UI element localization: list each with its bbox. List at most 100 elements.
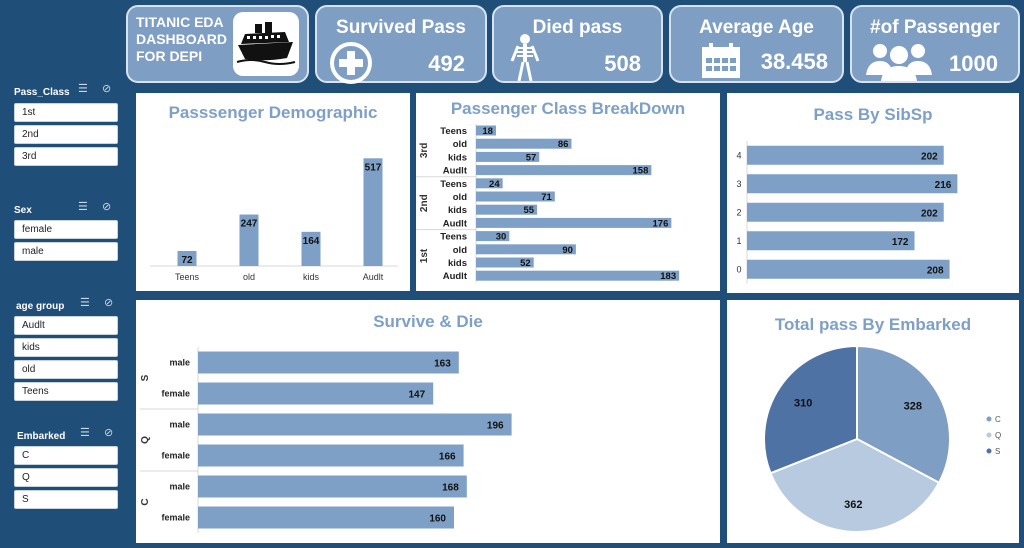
tick-label: female	[161, 513, 190, 523]
slicer-item[interactable]: S	[14, 490, 118, 509]
slicer-item[interactable]: old	[14, 360, 118, 379]
data-label: 176	[653, 218, 669, 229]
clear-filter-icon[interactable]: ⊘	[104, 427, 114, 439]
tick-label: Audlt	[363, 272, 384, 282]
slicer-item[interactable]: Teens	[14, 382, 118, 401]
calendar-icon	[701, 43, 741, 84]
bar	[476, 270, 680, 281]
data-label: 24	[489, 179, 500, 190]
slicer-item[interactable]: Audlt	[14, 316, 118, 335]
data-label: 362	[844, 499, 862, 511]
data-label: 158	[633, 166, 649, 177]
cruise-ship-icon	[233, 12, 299, 76]
slicer-item[interactable]: 2nd	[14, 125, 118, 144]
panel-embarked: Total pass By Embarked 328 362 310 C Q S	[727, 300, 1019, 543]
slicer-item[interactable]: 3rd	[14, 147, 118, 166]
data-label: 18	[482, 126, 493, 137]
data-label: 72	[181, 255, 193, 266]
kpi-value: 38.458	[760, 49, 828, 74]
legend-label: C	[995, 415, 1001, 424]
data-label: 90	[562, 245, 573, 256]
data-label: 163	[434, 359, 451, 370]
bar	[476, 231, 510, 242]
tick-label: 2	[736, 207, 741, 217]
clear-filter-icon[interactable]: ⊘	[102, 83, 112, 95]
tick-label: Teens	[175, 272, 200, 282]
demographic-bar-chart: 72 Teens 247 old 164 kids 517 Audlt	[150, 158, 398, 282]
tick-label: male	[169, 420, 190, 430]
tick-label: Teens	[440, 179, 467, 190]
tick-label: Audlt	[443, 218, 468, 229]
slicer-item[interactable]: male	[14, 242, 118, 261]
bar	[476, 165, 652, 176]
multi-select-icon[interactable]: ☰	[80, 427, 90, 439]
data-label: 164	[303, 236, 320, 247]
data-label: 208	[927, 265, 944, 276]
data-label: 86	[558, 139, 569, 150]
kpi-label: #of Passenger	[870, 17, 1000, 38]
slicer-item[interactable]: Q	[14, 468, 118, 487]
bar	[476, 217, 672, 228]
tick-label: 4	[736, 150, 741, 160]
group-label: Q	[140, 436, 151, 444]
bar	[198, 475, 467, 498]
embarked-pie-chart: 328 362 310 CQS	[763, 344, 1001, 533]
data-label: 71	[541, 192, 552, 203]
tick-label: old	[453, 192, 467, 203]
bar	[476, 125, 496, 136]
bar	[198, 444, 464, 467]
bar	[198, 506, 454, 529]
slicer-item[interactable]: kids	[14, 338, 118, 357]
legend-label: Q	[995, 431, 1001, 440]
multi-select-icon[interactable]: ☰	[80, 297, 90, 309]
slicer-pass-class: Pass_Class ☰ ⊘ 1st 2nd 3rd	[14, 82, 118, 166]
multi-select-icon[interactable]: ☰	[78, 83, 88, 95]
tick-label: 3	[736, 179, 741, 189]
kpi-value: 508	[604, 51, 641, 76]
bar	[747, 174, 958, 194]
tick-label: kids	[448, 258, 467, 269]
panel-passenger-demographic: Passsenger Demographic 72 Teens 247 old 164 k…	[136, 93, 410, 291]
slicer-item[interactable]: 1st	[14, 103, 118, 122]
data-label: 160	[429, 514, 446, 525]
medical-cross-icon	[329, 41, 373, 90]
kpi-card-average-age: Average Age 38.458	[669, 5, 844, 83]
bar	[747, 145, 944, 165]
legend-label: S	[995, 447, 1000, 456]
bar	[476, 151, 540, 162]
tick-label: 0	[736, 264, 741, 274]
pie-slice	[763, 344, 858, 475]
slicer-item[interactable]: C	[14, 446, 118, 465]
dashboard-title-card: TITANIC EDA DASHBOARD FOR DEPI	[126, 5, 309, 83]
data-label: 183	[660, 271, 676, 282]
tick-label: 1	[736, 236, 741, 246]
group-label: C	[140, 498, 151, 505]
bar	[239, 214, 259, 266]
group-label: S	[140, 374, 151, 381]
kpi-card-survived: Survived Pass 492	[315, 5, 487, 84]
bar	[198, 382, 434, 405]
bar	[747, 231, 915, 251]
pie-slice	[856, 344, 951, 485]
data-label: 202	[921, 208, 938, 219]
slicer-item[interactable]: female	[14, 220, 118, 239]
clear-filter-icon[interactable]: ⊘	[104, 297, 114, 309]
slicer-title: Embarked	[17, 431, 66, 442]
kpi-label: Died pass	[532, 17, 623, 38]
chart-title: Pass By SibSp	[813, 105, 933, 124]
data-label: 147	[409, 390, 426, 401]
chart-title: Total pass By Embarked	[774, 315, 972, 334]
multi-select-icon[interactable]: ☰	[78, 201, 88, 213]
sibsp-bar-chart: 4 202 3 216 2 202 1 172 0 208	[736, 141, 958, 284]
group-label: 1st	[419, 248, 430, 263]
slicer-title: age group	[16, 301, 65, 312]
kpi-label: Average Age	[699, 17, 814, 38]
tick-label: old	[453, 139, 467, 150]
clear-filter-icon[interactable]: ⊘	[102, 201, 112, 213]
tick-label: old	[453, 245, 467, 256]
tick-label: male	[169, 482, 190, 492]
tick-label: kids	[448, 152, 467, 163]
class-breakdown-chart: 3rd Teens 18 old 86 kids 57 Audlt 158 2nd Teens 24 o…	[416, 124, 680, 283]
tick-label: kids	[448, 205, 467, 216]
